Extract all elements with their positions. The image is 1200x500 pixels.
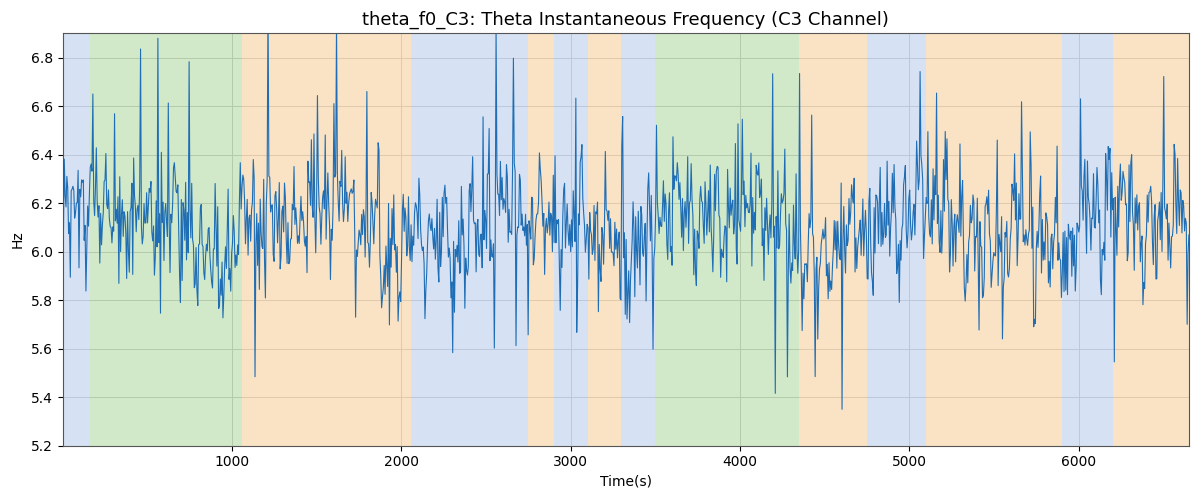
Bar bbox=[90, 34, 242, 446]
X-axis label: Time(s): Time(s) bbox=[600, 475, 652, 489]
Bar bbox=[926, 34, 1062, 446]
Bar bbox=[528, 34, 553, 446]
Bar bbox=[242, 34, 412, 446]
Bar bbox=[655, 34, 799, 446]
Title: theta_f0_C3: Theta Instantaneous Frequency (C3 Channel): theta_f0_C3: Theta Instantaneous Frequen… bbox=[362, 11, 889, 30]
Bar bbox=[868, 34, 926, 446]
Bar bbox=[1112, 34, 1189, 446]
Y-axis label: Hz: Hz bbox=[11, 230, 25, 248]
Bar bbox=[588, 34, 622, 446]
Bar bbox=[622, 34, 655, 446]
Bar bbox=[1062, 34, 1112, 446]
Bar bbox=[799, 34, 868, 446]
Bar bbox=[553, 34, 588, 446]
Bar bbox=[412, 34, 528, 446]
Bar bbox=[62, 34, 90, 446]
